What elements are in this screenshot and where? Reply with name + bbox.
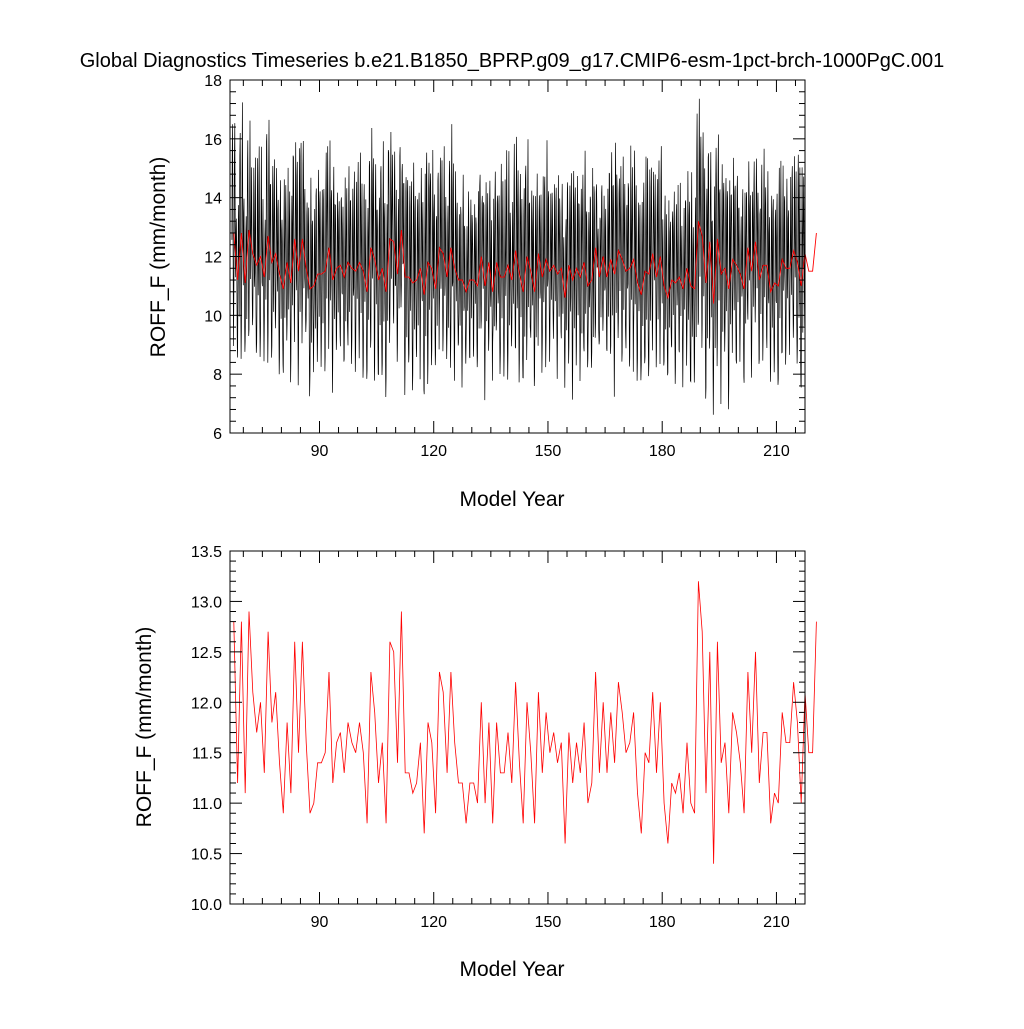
y-tick-label: 10 bbox=[204, 308, 222, 325]
annual-series-line bbox=[233, 221, 817, 304]
x-tick-label: 210 bbox=[763, 914, 790, 931]
y-tick-label: 10.5 bbox=[191, 847, 222, 864]
y-tick-label: 13.0 bbox=[191, 594, 222, 611]
bottom-panel: 90 120 150 180 210 10.0 10.5 11.0 11.5 12.0 12.5 13… bbox=[133, 544, 817, 981]
x-tick-label: 150 bbox=[535, 443, 562, 460]
top-x-axis-title: Model Year bbox=[459, 488, 564, 511]
x-tick-label: 90 bbox=[311, 914, 329, 931]
y-tick-label: 14 bbox=[204, 191, 222, 208]
x-tick-label: 120 bbox=[420, 914, 447, 931]
annual-mean-series-line bbox=[233, 581, 817, 864]
y-tick-label: 12.5 bbox=[191, 645, 222, 662]
bottom-y-axis-title: ROFF_F (mm/month) bbox=[133, 627, 156, 828]
x-tick-label: 150 bbox=[535, 914, 562, 931]
top-panel: 90 120 150 180 210 6 8 10 12 14 16 18 Model Year RO… bbox=[147, 73, 817, 511]
top-y-axis-title: ROFF_F (mm/month) bbox=[147, 157, 170, 358]
y-tick-label: 12 bbox=[204, 250, 222, 267]
x-tick-label: 120 bbox=[420, 443, 447, 460]
y-tick-label: 12.0 bbox=[191, 695, 222, 712]
x-tick-label: 180 bbox=[649, 914, 676, 931]
y-tick-label: 13.5 bbox=[191, 544, 222, 561]
monthly-series-line bbox=[231, 98, 806, 415]
y-tick-label: 8 bbox=[213, 367, 222, 384]
annual-mean-line bbox=[233, 581, 817, 864]
y-tick-label: 18 bbox=[204, 73, 222, 90]
top-panel-axes: 90 120 150 180 210 6 8 10 12 14 16 18 bbox=[204, 73, 806, 460]
x-tick-label: 210 bbox=[763, 443, 790, 460]
plot-frame bbox=[229, 550, 806, 905]
bottom-x-axis-title: Model Year bbox=[459, 958, 564, 981]
y-tick-label: 11.0 bbox=[192, 796, 222, 813]
x-tick-label: 180 bbox=[649, 443, 676, 460]
y-tick-label: 10.0 bbox=[191, 897, 222, 914]
bottom-panel-axes: 90 120 150 180 210 10.0 10.5 11.0 11.5 12.0 12.5 13… bbox=[191, 544, 806, 931]
monthly-line bbox=[231, 98, 806, 415]
x-tick-label: 90 bbox=[311, 443, 329, 460]
chart-title: Global Diagnostics Timeseries b.e21.B185… bbox=[80, 50, 945, 72]
y-tick-label: 6 bbox=[213, 426, 222, 443]
y-tick-label: 16 bbox=[204, 132, 222, 149]
y-tick-label: 11.5 bbox=[192, 746, 222, 763]
annual-mean-line bbox=[233, 221, 817, 304]
